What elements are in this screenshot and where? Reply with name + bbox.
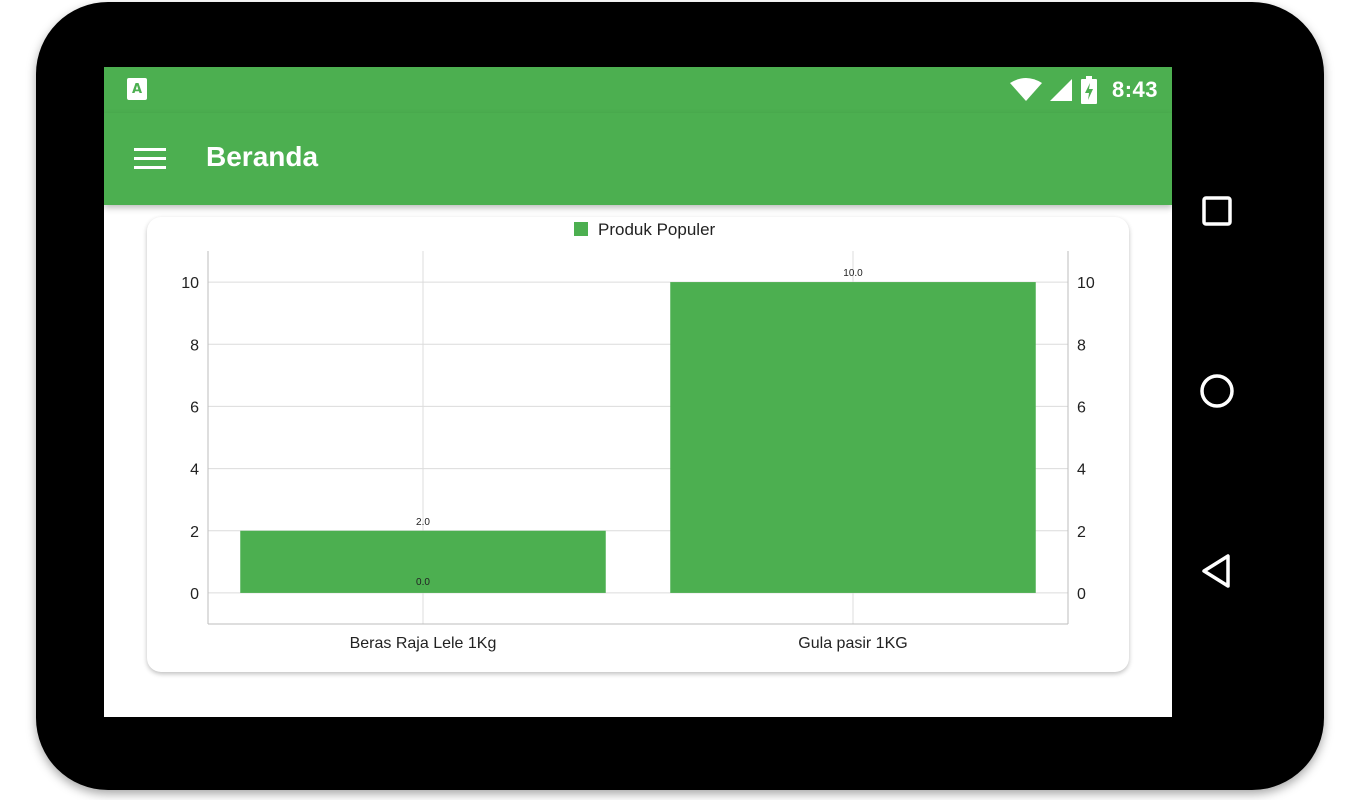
status-bar: A 8:43 [104, 67, 1172, 113]
x-tick-label: Beras Raja Lele 1Kg [350, 635, 497, 652]
y-tick-label-right: 4 [1077, 462, 1086, 479]
recent-apps-button[interactable] [1192, 186, 1242, 236]
home-icon [1200, 374, 1234, 408]
app-bar: Beranda [104, 113, 1172, 205]
battery-charging-icon [1080, 76, 1097, 104]
page-title: Beranda [206, 141, 319, 172]
y-tick-label-left: 2 [190, 524, 199, 541]
y-tick-label-left: 6 [190, 399, 199, 416]
bar-value-label: 2.0 [416, 517, 430, 528]
back-button[interactable] [1192, 546, 1242, 596]
y-tick-label-left: 0 [190, 586, 199, 603]
y-tick-label-right: 0 [1077, 586, 1086, 603]
y-tick-label-right: 8 [1077, 337, 1086, 354]
svg-text:A: A [132, 82, 142, 97]
legend-label: Produk Populer [598, 220, 716, 239]
app-notification-icon: A [127, 78, 147, 100]
y-tick-label-left: 10 [181, 275, 199, 292]
hamburger-menu-icon [134, 148, 166, 169]
menu-button[interactable] [128, 139, 176, 179]
y-tick-label-right: 10 [1077, 275, 1095, 292]
recent-apps-icon [1202, 196, 1232, 226]
bar-value-label: 10.0 [843, 268, 863, 279]
y-tick-label-right: 2 [1077, 524, 1086, 541]
bar [240, 530, 606, 593]
y-tick-label-right: 6 [1077, 399, 1086, 416]
popular-products-chart: 0 0 2 2 4 4 6 6 8 8 10 10 2.0 Beras Raja Lele 1Kg 10.0… [181, 220, 1095, 652]
home-button[interactable] [1192, 366, 1242, 416]
y-tick-label-left: 4 [190, 462, 199, 479]
y-tick-label-left: 8 [190, 337, 199, 354]
back-icon [1202, 554, 1230, 588]
status-time: 8:43 [1111, 77, 1158, 102]
screen: A 8:43 Beranda 0 0 2 2 [104, 67, 1172, 717]
bar-value-label-extra: 0.0 [416, 577, 430, 588]
wifi-icon [1009, 78, 1042, 101]
cell-signal-icon [1049, 79, 1072, 101]
bar [670, 282, 1036, 593]
chart-card: 0 0 2 2 4 4 6 6 8 8 10 10 2.0 Beras Raja Lele 1Kg 10.0… [147, 217, 1129, 672]
navigation-bar [1172, 150, 1262, 630]
x-tick-label: Gula pasir 1KG [798, 635, 907, 652]
legend-swatch [574, 222, 588, 236]
